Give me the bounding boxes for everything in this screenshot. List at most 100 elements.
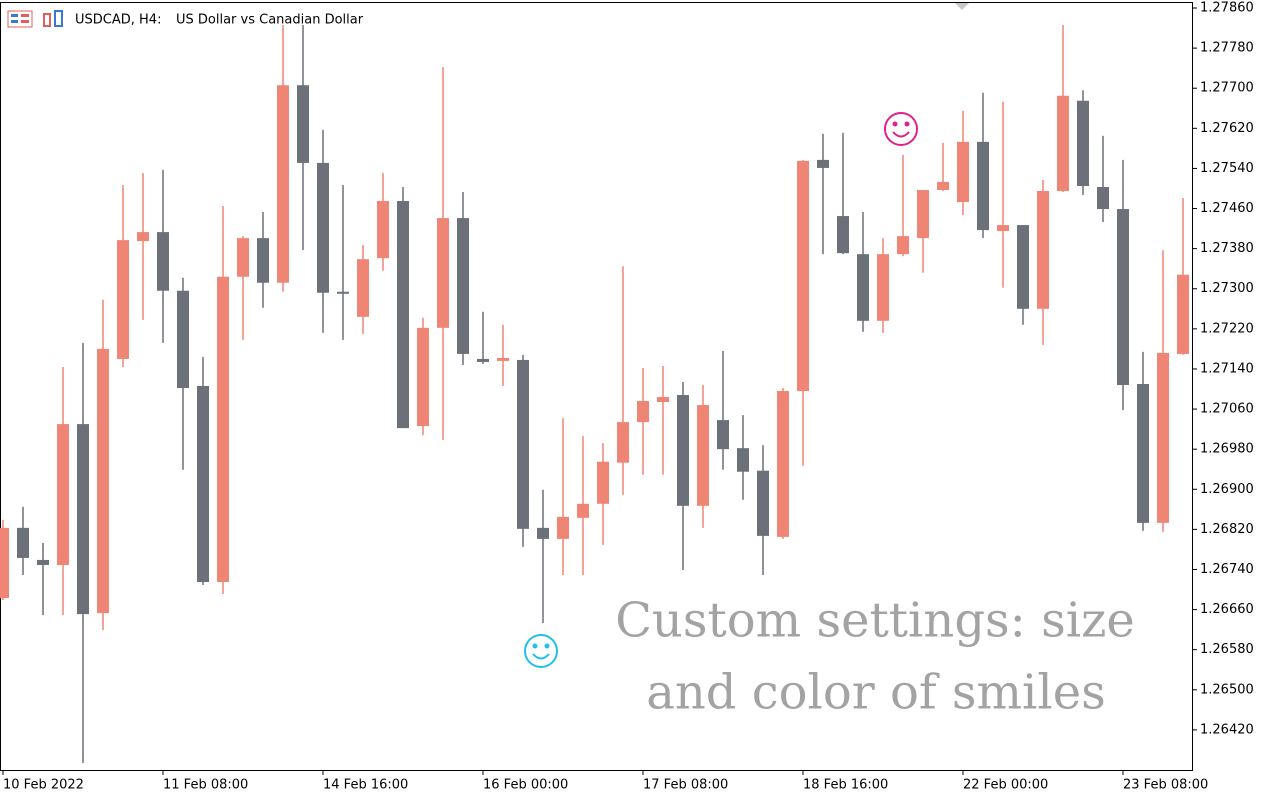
candle-body <box>77 424 89 615</box>
icon <box>7 10 33 28</box>
x-tick-label: 17 Feb 08:00 <box>643 778 728 793</box>
toolbar-icons <box>7 10 63 28</box>
candle-body <box>1177 274 1189 354</box>
candle-body <box>377 201 389 259</box>
smile <box>884 112 918 146</box>
candle-body <box>137 232 149 242</box>
candle-body <box>677 395 689 506</box>
candle-body <box>637 401 649 423</box>
candle-body <box>817 159 829 168</box>
annotation: and color of smiles <box>646 665 1106 721</box>
y-tick-label: 1.26820 <box>1200 522 1254 537</box>
candle-body <box>857 254 869 321</box>
candle-body <box>237 238 249 277</box>
y-tick-label: 1.27220 <box>1200 321 1254 336</box>
candle-body <box>57 424 69 565</box>
candle-body <box>297 85 309 163</box>
candle-body <box>357 259 369 317</box>
y-tick-label: 1.27540 <box>1200 161 1254 176</box>
candle-body <box>717 420 729 450</box>
candle-body <box>1057 95 1069 191</box>
y-tick-label: 1.27140 <box>1200 361 1254 376</box>
candle-body <box>537 527 549 539</box>
candle-body <box>757 470 769 536</box>
y-tick-label: 1.27380 <box>1200 241 1254 256</box>
candle-body <box>517 359 529 529</box>
y-tick-label: 1.26740 <box>1200 562 1254 577</box>
x-tick-label: 11 Feb 08:00 <box>163 778 248 793</box>
icon <box>21 20 29 23</box>
icon <box>54 10 63 27</box>
candle-body <box>657 397 669 403</box>
candle-body <box>577 503 589 518</box>
candle-body <box>337 291 349 294</box>
candle-body <box>277 85 289 283</box>
y-tick-label: 1.27700 <box>1200 81 1254 96</box>
candle-body <box>497 357 509 361</box>
icon <box>21 14 29 17</box>
candle-body <box>437 218 449 328</box>
smile-magenta <box>884 112 918 146</box>
candle-body <box>617 422 629 463</box>
y-tick-label: 1.26900 <box>1200 482 1254 497</box>
y-tick-label: 1.27060 <box>1200 402 1254 417</box>
smile-blue <box>524 634 558 668</box>
candle-body <box>197 386 209 583</box>
candle-body <box>117 240 129 359</box>
candle-body <box>797 160 809 392</box>
candle-body <box>157 232 169 291</box>
smile-eye <box>544 643 550 649</box>
candle-body <box>997 225 1009 232</box>
candle-body <box>457 218 469 354</box>
annotation: Custom settings: size <box>615 593 1135 649</box>
symbol: USDCAD, H4: <box>75 13 161 28</box>
candle-body <box>1077 100 1089 186</box>
candle-body <box>837 216 849 254</box>
smile <box>524 634 558 668</box>
candle-body <box>1037 190 1049 309</box>
y-tick-label: 1.26580 <box>1200 642 1254 657</box>
x-tick-label: 22 Feb 00:00 <box>963 778 1048 793</box>
icon <box>11 20 18 23</box>
x-tick-label: 10 Feb 2022 <box>3 778 84 793</box>
y-tick-label: 1.27860 <box>1200 1 1254 16</box>
candle-body <box>777 391 789 537</box>
y-tick-label: 1.27460 <box>1200 201 1254 216</box>
smile-eye <box>532 643 538 649</box>
y-tick-label: 1.26500 <box>1200 682 1254 697</box>
candle-body <box>557 516 569 539</box>
candle-body <box>697 405 709 506</box>
candle-body <box>1117 209 1129 385</box>
x-tick-label: 14 Feb 16:00 <box>323 778 408 793</box>
candle-body <box>1017 225 1029 309</box>
candle-body <box>1137 383 1149 523</box>
y-tick-label: 1.26420 <box>1200 722 1254 737</box>
candle-body <box>0 527 9 599</box>
candle-body <box>417 327 429 427</box>
candle-body <box>957 141 969 203</box>
icon <box>43 13 51 27</box>
y-tick-label: 1.27780 <box>1200 41 1254 56</box>
candle-body <box>397 201 409 429</box>
y-tick-label: 1.26980 <box>1200 442 1254 457</box>
candle-body <box>897 236 909 255</box>
smile-eye <box>904 121 910 127</box>
y-tick-label: 1.27620 <box>1200 121 1254 136</box>
candle-body <box>937 181 949 190</box>
candle-body <box>97 348 109 614</box>
candle-body <box>257 238 269 283</box>
candle-body <box>1157 352 1169 523</box>
candle-body <box>217 276 229 583</box>
candle-body <box>877 254 889 321</box>
chart-title: US Dollar vs Canadian Dollar <box>176 13 364 28</box>
candle-body <box>977 141 989 231</box>
candle-body <box>1097 186 1109 210</box>
x-tick-label: 16 Feb 00:00 <box>483 778 568 793</box>
candle-body <box>597 461 609 504</box>
candle-body <box>17 527 29 558</box>
candle-body <box>477 358 489 362</box>
candle-body <box>317 162 329 293</box>
separator-marker <box>955 3 969 10</box>
